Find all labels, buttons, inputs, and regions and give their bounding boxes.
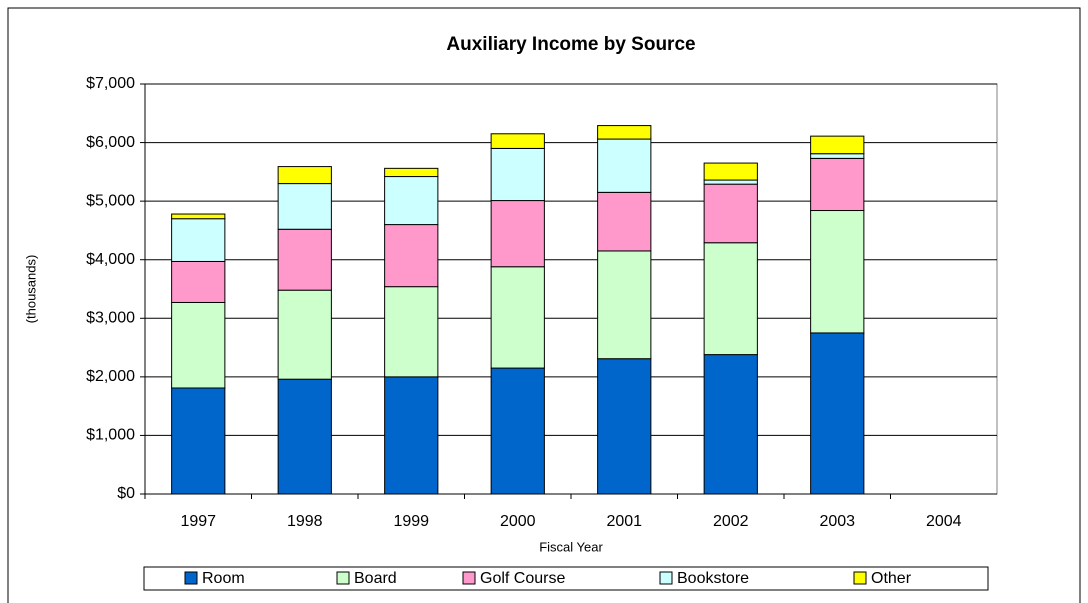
legend-label: Golf Course <box>480 570 565 587</box>
bar-segment <box>171 218 226 262</box>
bar-segment <box>277 289 332 380</box>
plot-area <box>144 83 998 495</box>
bar-segment <box>171 260 226 303</box>
x-tick-label: 1999 <box>393 513 429 530</box>
bar-segment <box>597 191 652 252</box>
bar-segment <box>703 242 758 356</box>
x-tick-label: 2000 <box>500 513 536 530</box>
bar-segment <box>490 266 545 369</box>
bar-segment <box>171 387 226 495</box>
bar-segment <box>490 200 545 268</box>
y-tick-label: $7,000 <box>86 75 135 92</box>
bar-segment <box>810 332 865 495</box>
bar-segment <box>171 213 226 220</box>
x-tick-label: 2001 <box>606 513 642 530</box>
y-axis-label: (thousands) <box>23 255 38 324</box>
chart-title: Auxiliary Income by Source <box>446 34 695 55</box>
x-tick-label: 1997 <box>180 513 216 530</box>
bar-segment <box>384 167 439 178</box>
y-tick-label: $4,000 <box>86 251 135 268</box>
bar-segment <box>277 166 332 185</box>
bar-segment <box>384 224 439 288</box>
bar-segment <box>597 358 652 495</box>
bar-segment <box>171 301 226 389</box>
y-tick-label: $0 <box>117 485 135 502</box>
x-tick-label: 2002 <box>713 513 749 530</box>
bar-segment <box>810 157 865 212</box>
x-tick-label: 2004 <box>926 513 962 530</box>
legend-swatch <box>853 571 867 585</box>
bar-segment <box>277 183 332 230</box>
x-axis-label: Fiscal Year <box>539 539 603 554</box>
bar-segment <box>384 376 439 495</box>
bar-segment <box>597 250 652 360</box>
bar-segment <box>490 147 545 202</box>
legend-box <box>143 566 989 591</box>
x-tick-label: 2003 <box>819 513 855 530</box>
x-tick-label: 1998 <box>287 513 323 530</box>
bar-segment <box>810 153 865 159</box>
y-tick-label: $1,000 <box>86 427 135 444</box>
bar-segment <box>810 135 865 155</box>
legend-swatch <box>659 571 673 585</box>
bar-segment <box>277 228 332 291</box>
y-tick-label: $6,000 <box>86 134 135 151</box>
legend-swatch <box>336 571 350 585</box>
bar-segment <box>703 354 758 495</box>
legend-swatch <box>184 571 198 585</box>
bar-segment <box>703 162 758 181</box>
y-tick-label: $2,000 <box>86 368 135 385</box>
bar-segment <box>277 378 332 495</box>
bar-segment <box>490 367 545 495</box>
legend-label: Room <box>202 570 245 587</box>
bar-segment <box>384 176 439 226</box>
bar-segment <box>597 125 652 140</box>
bar-segment <box>703 183 758 244</box>
legend-swatch <box>462 571 476 585</box>
y-tick-label: $3,000 <box>86 310 135 327</box>
legend-label: Other <box>871 570 912 587</box>
y-tick-label: $5,000 <box>86 192 135 209</box>
legend-label: Bookstore <box>677 570 749 587</box>
bar-segment <box>703 179 758 185</box>
legend-label: Board <box>354 570 397 587</box>
bar-segment <box>384 286 439 378</box>
bar-segment <box>490 133 545 149</box>
bar-segment <box>810 210 865 334</box>
bar-segment <box>597 138 652 193</box>
